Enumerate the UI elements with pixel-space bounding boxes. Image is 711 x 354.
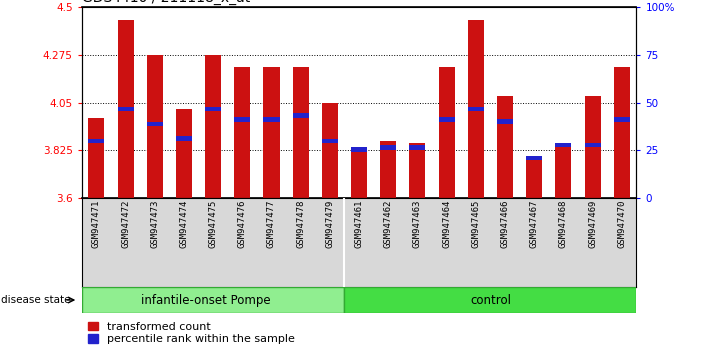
Text: GSM947465: GSM947465 [471, 200, 481, 249]
Text: GSM947463: GSM947463 [413, 200, 422, 249]
Text: GSM947462: GSM947462 [384, 200, 392, 249]
Bar [344, 287, 636, 313]
Bar [322, 138, 338, 143]
Text: GSM947470: GSM947470 [617, 200, 626, 249]
Text: GSM947471: GSM947471 [92, 200, 101, 249]
Bar [555, 143, 572, 148]
Text: disease state: disease state [1, 295, 71, 305]
Bar [88, 118, 105, 198]
Bar [88, 138, 105, 143]
Bar [468, 107, 483, 112]
Bar [146, 121, 163, 126]
Text: GSM947475: GSM947475 [208, 200, 218, 249]
Bar [497, 119, 513, 124]
Bar [235, 67, 250, 198]
Bar [117, 107, 134, 112]
Bar [380, 145, 396, 150]
Bar [264, 117, 279, 122]
Bar [584, 143, 601, 148]
Text: GSM947473: GSM947473 [150, 200, 159, 249]
Text: GSM947461: GSM947461 [355, 200, 363, 249]
Bar [614, 67, 630, 198]
Text: GSM947466: GSM947466 [501, 200, 510, 249]
Text: GSM947476: GSM947476 [237, 200, 247, 249]
Bar [235, 117, 250, 122]
Bar [293, 67, 309, 198]
Bar [205, 55, 221, 198]
Text: GSM947477: GSM947477 [267, 200, 276, 249]
Text: GSM947474: GSM947474 [179, 200, 188, 249]
Text: GSM947478: GSM947478 [296, 200, 305, 249]
Bar [176, 109, 192, 198]
Bar [614, 117, 630, 122]
Bar [293, 113, 309, 118]
Text: GSM947464: GSM947464 [442, 200, 451, 249]
Bar [351, 149, 367, 198]
Bar [468, 20, 483, 198]
Legend: transformed count, percentile rank within the sample: transformed count, percentile rank withi… [87, 321, 296, 345]
Bar [205, 107, 221, 112]
Bar [526, 156, 542, 198]
Bar [264, 67, 279, 198]
Bar [176, 136, 192, 141]
Text: GSM947469: GSM947469 [588, 200, 597, 249]
Text: control: control [470, 293, 511, 307]
Text: GSM947468: GSM947468 [559, 200, 568, 249]
Bar [380, 141, 396, 198]
Bar [526, 155, 542, 160]
Text: GSM947479: GSM947479 [326, 200, 334, 249]
Bar [497, 96, 513, 198]
Text: GSM947467: GSM947467 [530, 200, 539, 249]
Bar [146, 55, 163, 198]
Bar [117, 20, 134, 198]
Bar [410, 145, 425, 150]
Bar [584, 96, 601, 198]
Text: GDS4410 / 211118_x_at: GDS4410 / 211118_x_at [82, 0, 250, 5]
Bar [410, 143, 425, 198]
Bar [439, 67, 454, 198]
Bar [555, 143, 572, 198]
Text: GSM947472: GSM947472 [121, 200, 130, 249]
Bar [439, 117, 454, 122]
Text: infantile-onset Pompe: infantile-onset Pompe [141, 293, 271, 307]
Bar [82, 287, 344, 313]
Bar [351, 147, 367, 152]
Bar [322, 103, 338, 198]
